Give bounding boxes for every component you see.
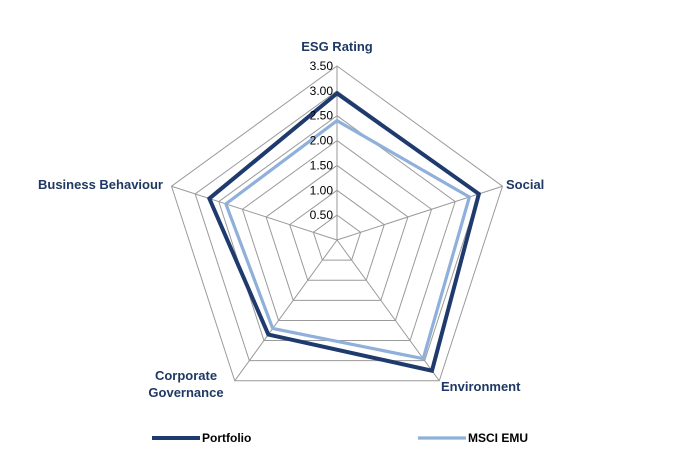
axis-label: Environment	[441, 379, 521, 394]
axis-label: Business Behaviour	[38, 177, 163, 192]
tick-label: 2.00	[310, 134, 334, 148]
legend-label: Portfolio	[202, 431, 251, 445]
grid-spoke	[234, 239, 338, 382]
radar-series	[206, 90, 482, 374]
grid-ring	[241, 139, 433, 321]
grid-ring	[312, 214, 362, 261]
grid-spoke	[171, 185, 338, 241]
tick-label: 1.50	[310, 158, 334, 172]
radial-tick-labels: 0.50 1.00 1.50 2.00 2.50 3.00 3.50	[310, 59, 334, 222]
axis-label: ESG Rating	[301, 39, 373, 54]
legend-label: MSCI EMU	[468, 431, 528, 445]
grid-ring	[265, 164, 409, 301]
tick-label: 0.50	[310, 208, 334, 222]
legend: Portfolio MSCI EMU	[152, 431, 528, 445]
tick-label: 2.50	[310, 109, 334, 123]
axis-label: Social	[506, 177, 544, 192]
axis-label: Corporate Governance	[148, 368, 223, 400]
tick-label: 1.00	[310, 183, 334, 197]
tick-label: 3.50	[310, 59, 334, 73]
axis-labels: ESG Rating Social Environment Corporate Gove…	[38, 39, 544, 400]
grid-ring	[170, 65, 504, 382]
series-line-portfolio	[206, 90, 482, 374]
grid-spoke	[336, 185, 503, 241]
series-line-msci-emu	[223, 118, 472, 361]
tick-label: 3.00	[310, 84, 334, 98]
grid-ring	[289, 189, 385, 281]
